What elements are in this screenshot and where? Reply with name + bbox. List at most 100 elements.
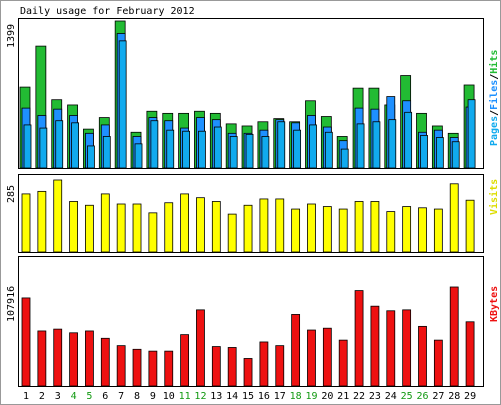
visits-bar-day-27 (433, 208, 443, 253)
pages-bar-day-28 (451, 141, 460, 169)
x-tick-label-day-17: 17 (274, 391, 286, 402)
kbytes-bar-day-6 (100, 337, 110, 387)
visits-bar-day-23 (370, 201, 380, 253)
kbytes-bar-day-9 (148, 350, 158, 387)
visits-bar-day-9 (148, 212, 158, 253)
x-tick-label-day-18: 18 (290, 391, 302, 402)
hits-panel-max-label: 1399 (6, 24, 17, 48)
kbytes-bars (21, 286, 475, 387)
legend-sep-2: / (489, 74, 500, 80)
kbytes-bar-day-27 (433, 339, 443, 387)
svg-text:Pages/Files/Hits: Pages/Files/Hits (488, 50, 500, 146)
kbytes-bar-day-29 (465, 321, 475, 387)
x-tick-label-day-13: 13 (210, 391, 222, 402)
x-tick-label-day-12: 12 (194, 391, 206, 402)
visits-bar-day-22 (354, 201, 364, 253)
chart-title: Daily usage for February 2012 (20, 6, 195, 17)
pages-bar-day-7 (118, 40, 127, 169)
pages-bar-day-21 (340, 148, 349, 169)
visits-bar-day-28 (449, 183, 459, 253)
visits-bar-day-11 (180, 193, 190, 253)
visits-bar-day-13 (211, 201, 221, 253)
legend-pages: Pages (489, 116, 500, 146)
pages-bar-day-23 (372, 121, 381, 169)
x-tick-label-day-23: 23 (369, 391, 381, 402)
kbytes-bar-day-22 (354, 290, 364, 387)
x-tick-label-day-16: 16 (258, 391, 270, 402)
visits-bar-day-12 (196, 197, 205, 253)
pages-bar-day-20 (324, 131, 333, 169)
pages-bar-day-3 (55, 120, 64, 169)
visits-bar-day-10 (164, 202, 174, 253)
pages-bar-day-10 (166, 129, 175, 169)
visits-bar-day-17 (275, 198, 285, 253)
x-tick-label-day-22: 22 (353, 391, 365, 402)
x-tick-label-day-24: 24 (385, 391, 397, 402)
x-tick-label-day-1: 1 (23, 391, 29, 402)
x-tick-label-day-6: 6 (102, 391, 108, 402)
x-tick-labels: 1 2 3 4 5 6 7 8 9 10 11 12 13 14 15 16 17 18 19 20 21 22 23 24 2… (23, 391, 476, 402)
visits-bar-day-21 (338, 208, 348, 253)
legend-hits: Hits (488, 50, 500, 74)
kbytes-bar-day-18 (291, 314, 301, 387)
kbytes-bar-day-20 (322, 327, 332, 387)
x-tick-label-day-11: 11 (179, 391, 191, 402)
hits-panel-legend: Pages/Files/Hits (488, 50, 500, 146)
visits-bar-day-2 (37, 190, 47, 253)
x-tick-label-day-10: 10 (163, 391, 175, 402)
kbytes-bar-day-12 (196, 309, 205, 387)
pages-bar-day-19 (309, 124, 317, 169)
visits-bar-day-5 (85, 204, 94, 253)
x-tick-label-day-7: 7 (118, 391, 124, 402)
kbytes-bar-day-5 (85, 330, 94, 387)
pages-bar-day-18 (293, 129, 302, 169)
kbytes-bar-day-13 (211, 346, 221, 387)
legend-files: Files (488, 80, 500, 110)
kbytes-bar-day-7 (116, 345, 126, 387)
x-tick-label-day-19: 19 (305, 391, 317, 402)
visits-bar-day-15 (243, 204, 253, 253)
visits-bar-day-6 (100, 193, 110, 253)
visits-bars (21, 179, 475, 253)
x-tick-label-day-9: 9 (150, 391, 156, 402)
visits-bar-day-19 (307, 203, 316, 253)
x-tick-label-day-2: 2 (39, 391, 45, 402)
x-tick-label-day-4: 4 (71, 391, 77, 402)
pages-bar-day-22 (356, 123, 365, 169)
visits-bar-day-20 (322, 206, 332, 253)
kbytes-bar-day-15 (243, 358, 253, 387)
hits-files-pages-bars (19, 20, 476, 169)
kbytes-panel-max-label: 107916 (6, 286, 17, 322)
kbytes-bar-day-4 (69, 332, 78, 387)
pages-bar-day-14 (229, 136, 238, 169)
x-tick-label-day-20: 20 (321, 391, 333, 402)
kbytes-bar-day-10 (164, 350, 174, 387)
kbytes-bar-day-25 (402, 309, 412, 387)
visits-bar-day-26 (418, 207, 427, 253)
x-tick-label-day-3: 3 (55, 391, 61, 402)
kbytes-bar-day-3 (53, 328, 63, 387)
visits-bar-day-7 (116, 203, 126, 253)
x-tick-label-day-27: 27 (432, 391, 444, 402)
kbytes-bar-day-24 (386, 310, 396, 387)
pages-bar-day-17 (277, 121, 286, 169)
x-tick-label-day-5: 5 (86, 391, 92, 402)
pages-bar-day-6 (102, 136, 111, 169)
kbytes-bar-day-17 (275, 345, 285, 387)
pages-bar-day-11 (182, 130, 191, 169)
pages-bar-day-15 (245, 133, 254, 169)
kbytes-bar-day-8 (132, 348, 142, 387)
visits-bar-day-18 (291, 208, 301, 253)
pages-bar-day-16 (261, 136, 270, 169)
pages-bar-day-4 (71, 122, 79, 169)
visits-bar-day-1 (21, 193, 31, 253)
kbytes-bar-day-26 (418, 325, 427, 387)
visits-bar-day-4 (69, 201, 78, 253)
pages-bar-day-29 (467, 99, 476, 169)
kbytes-bar-day-2 (37, 330, 47, 387)
kbytes-bar-day-28 (449, 286, 459, 387)
visits-bar-day-3 (53, 179, 63, 253)
legend-visits: Visits (488, 179, 500, 215)
visits-bar-day-24 (386, 211, 396, 253)
